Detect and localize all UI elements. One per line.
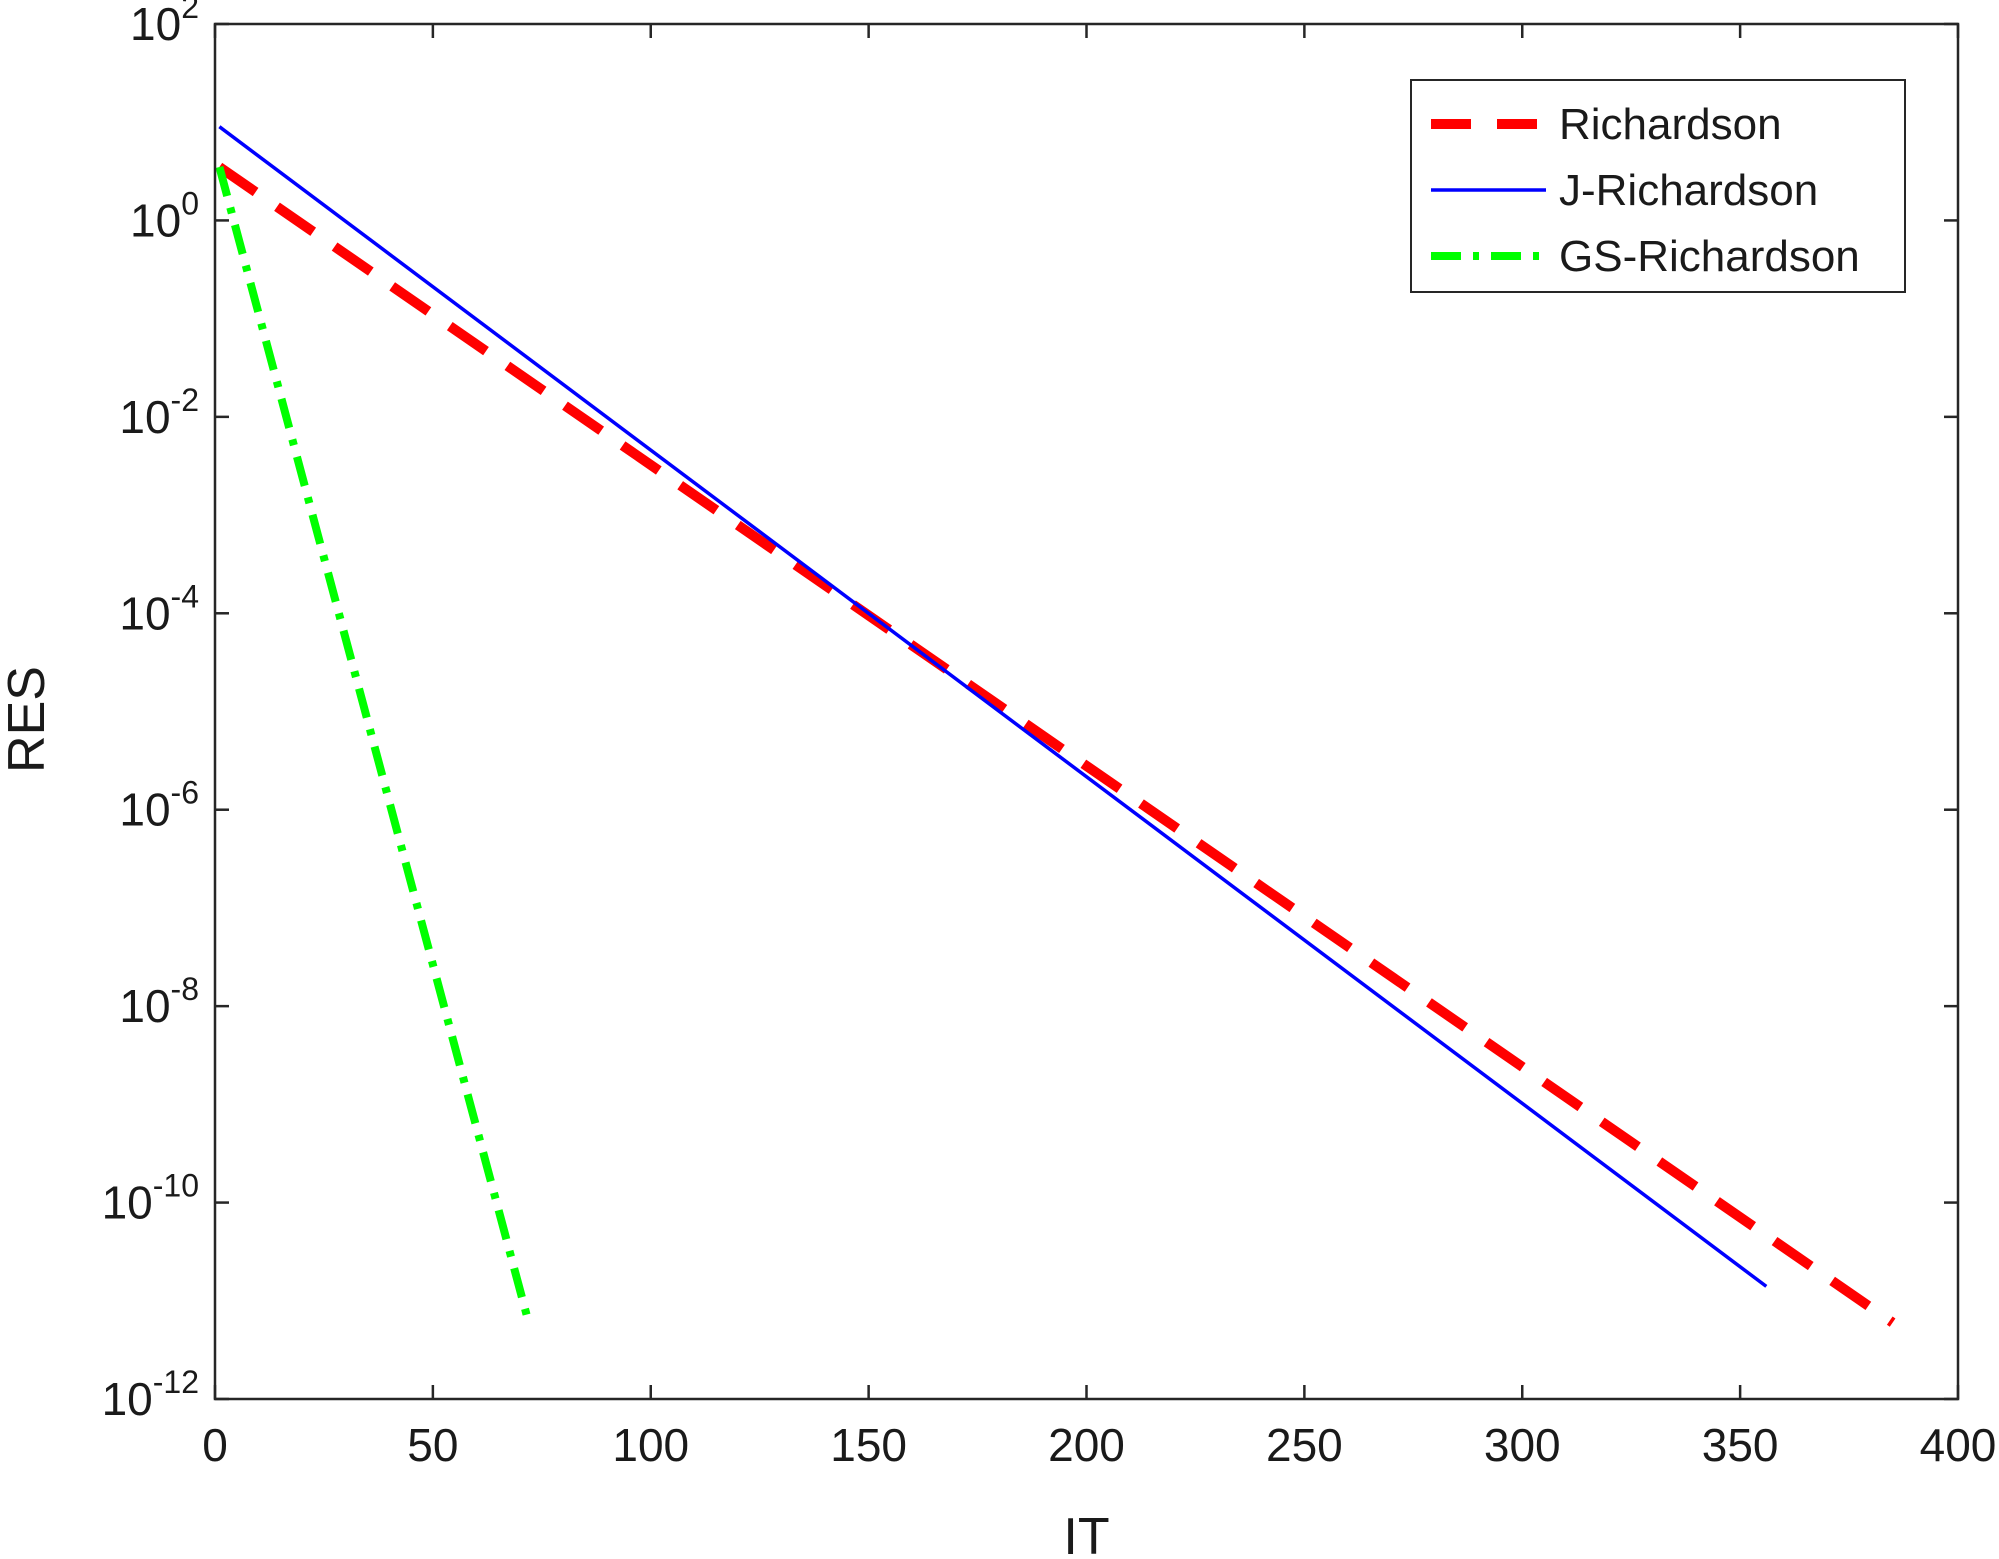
y-tick-label: 10-4 [119,578,199,639]
y-tick-label: 10-10 [102,1168,199,1229]
tick-labels-layer: 0 50 100 150 200 250 300 350 400 102 100 10-2 10-4 10… [102,0,1997,1471]
y-tick-label: 100 [130,185,199,246]
legend: Richardson J-Richardson GS-Richardson [1410,79,1906,293]
x-tick-label: 250 [1266,1419,1343,1471]
y-tick-label: 10-12 [102,1364,199,1425]
x-tick-label: 100 [612,1419,689,1471]
y-tick-label: 102 [130,0,199,50]
x-axis-title: IT [1063,1508,1109,1559]
x-tick-label: 50 [407,1419,458,1471]
x-tick-label: 200 [1048,1419,1125,1471]
x-tick-label: 300 [1484,1419,1561,1471]
series-line-richardson [216,162,1896,1327]
x-tick-label: 400 [1920,1419,1997,1471]
x-tick-label: 150 [830,1419,907,1471]
series-line-gs-richardson [215,165,533,1324]
y-axis-title: RES [0,666,56,773]
series-line-j-richardson [218,125,1768,1288]
y-tick-label: 10-6 [119,775,199,836]
y-tick-label: 10-2 [119,382,199,443]
legend-label: J-Richardson [1559,166,1818,215]
x-tick-label: 0 [202,1419,228,1471]
y-tick-label: 10-8 [119,971,199,1032]
x-tick-label: 350 [1702,1419,1779,1471]
plot-area-frame [213,22,1960,1401]
lines-layer [215,125,1896,1327]
legend-label: Richardson [1559,100,1782,149]
legend-label: GS-Richardson [1559,232,1860,281]
